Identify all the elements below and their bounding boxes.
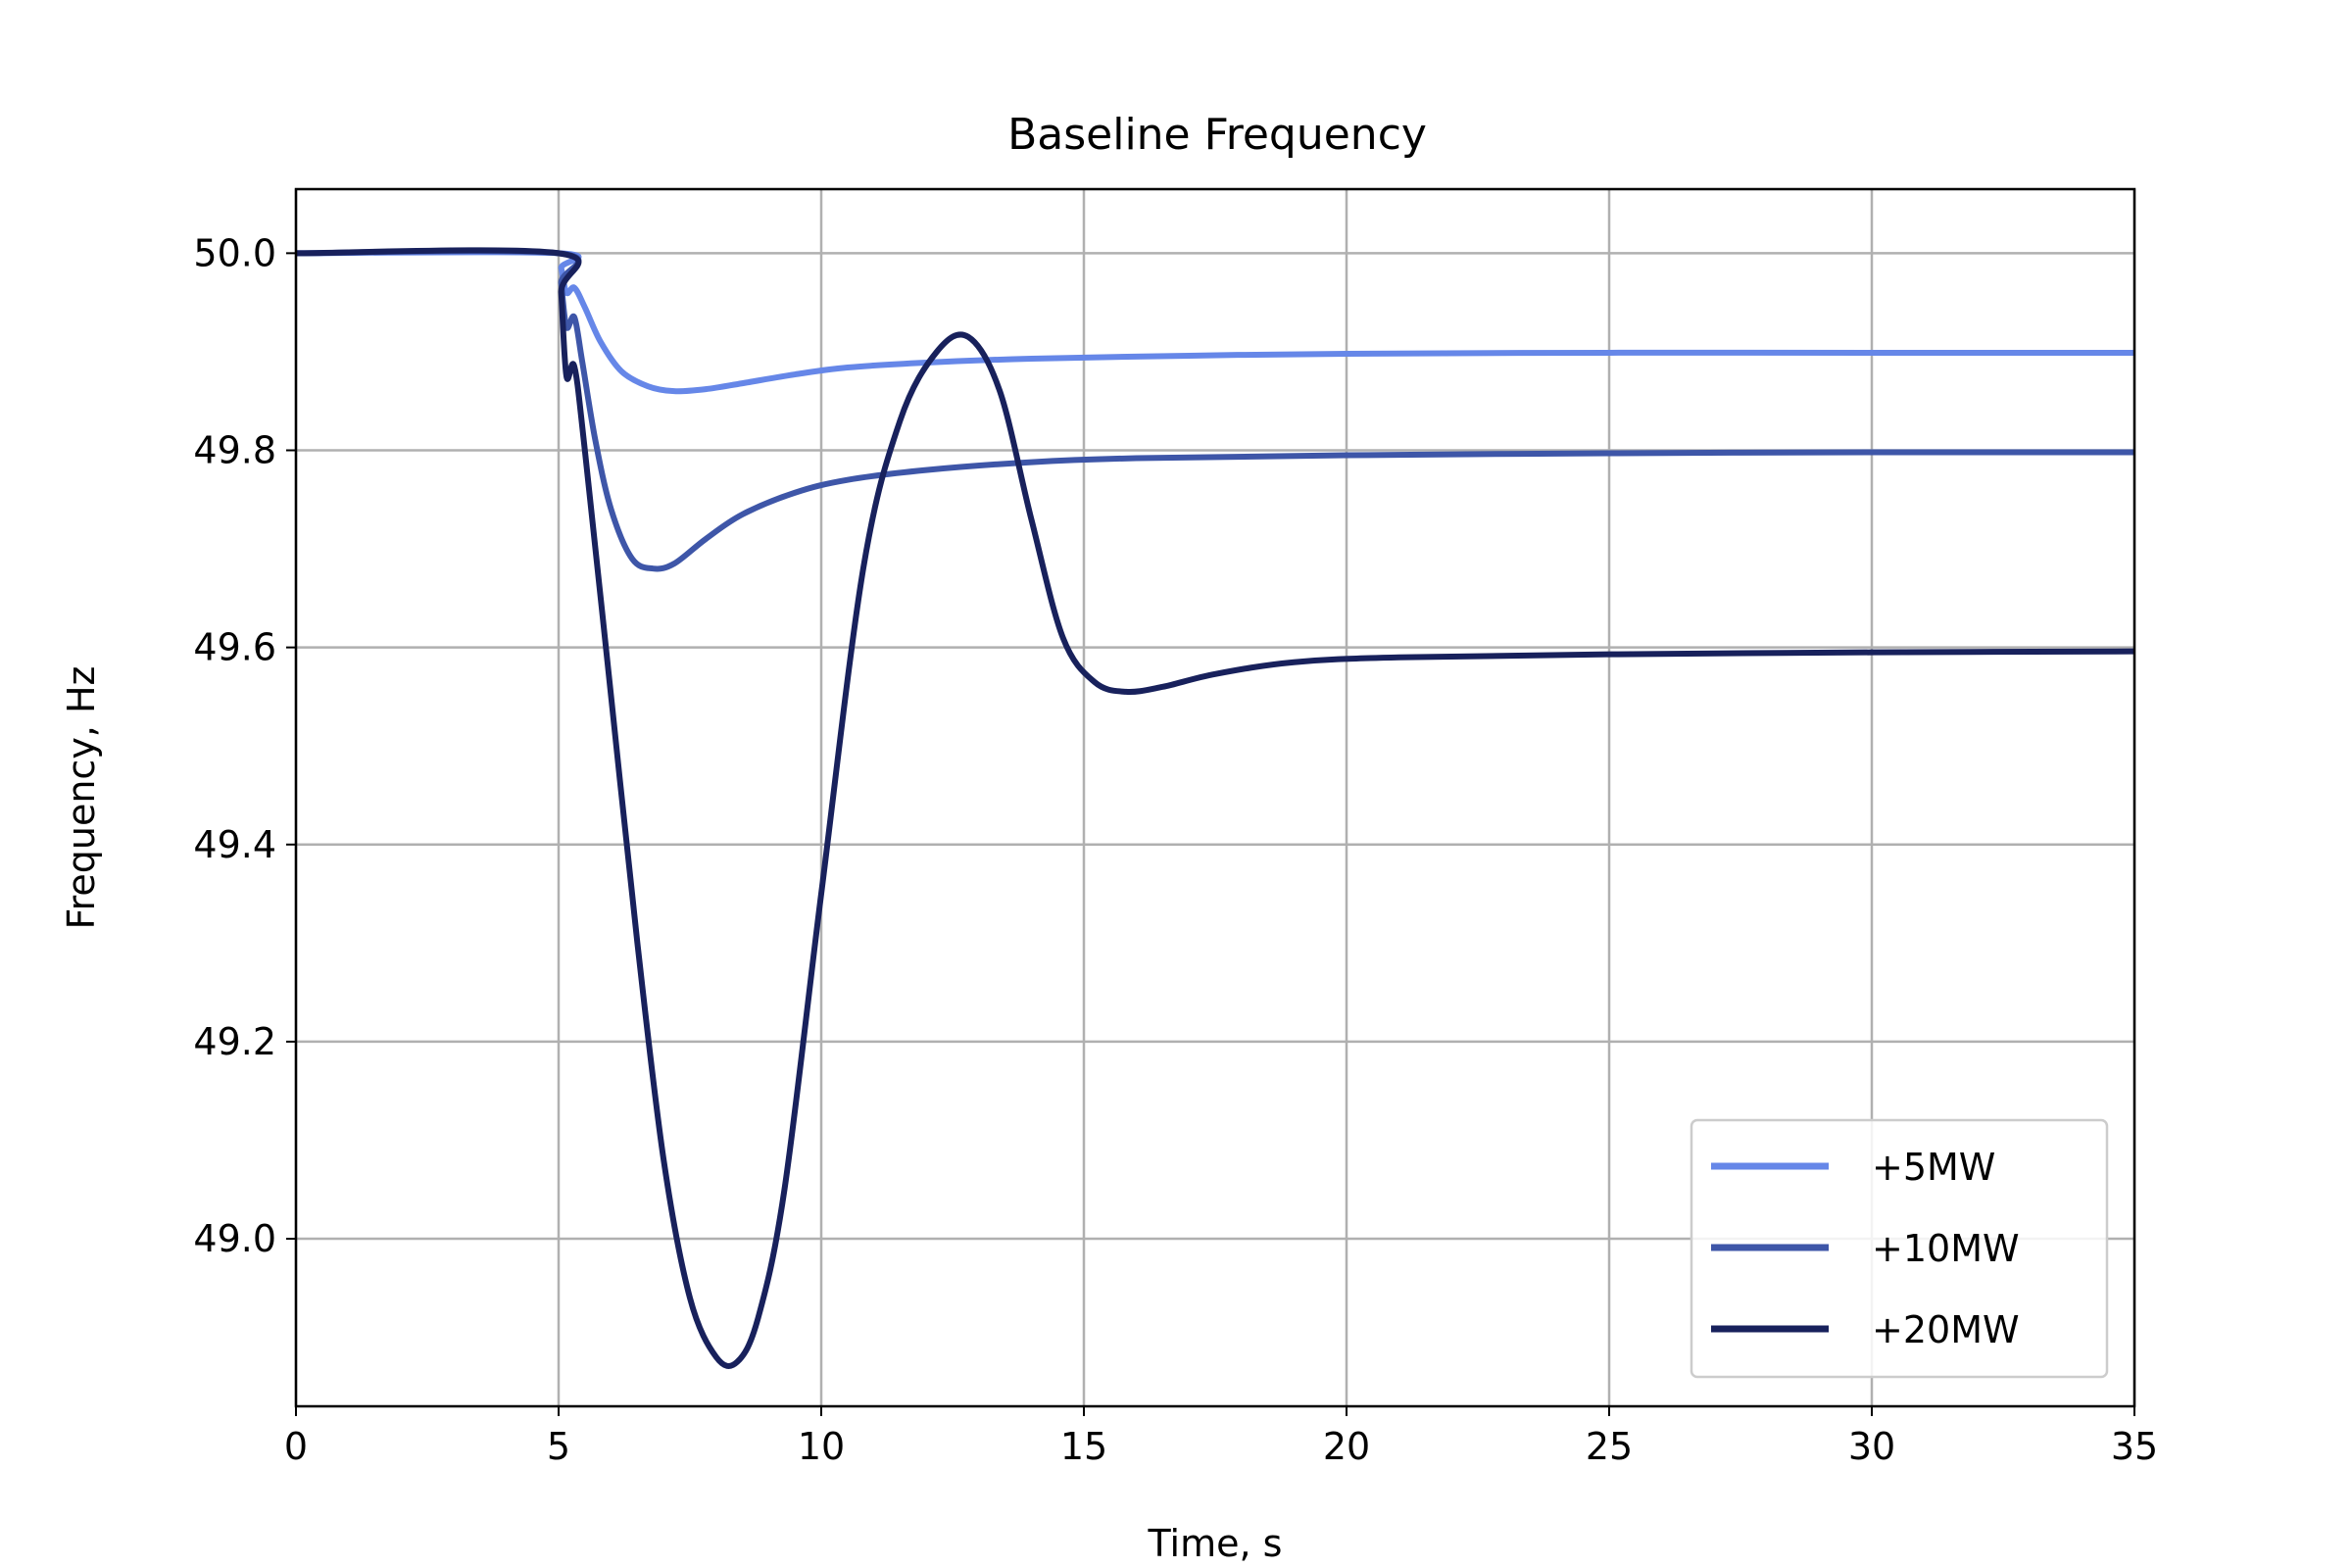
y-tick-label: 49.6 <box>193 626 276 669</box>
x-tick-label: 5 <box>547 1425 570 1468</box>
y-tick-label: 50.0 <box>193 231 276 274</box>
series-line-1 <box>296 249 2134 395</box>
x-tick-label: 25 <box>1586 1425 1633 1468</box>
y-tick-label: 49.4 <box>193 823 276 866</box>
x-tick-label: 0 <box>284 1425 308 1468</box>
x-tick-label: 30 <box>1848 1425 1895 1468</box>
legend: +5MW +10MW +20MW <box>1690 1118 2109 1379</box>
y-axis-label: Frequency, Hz <box>60 666 103 930</box>
y-tick-label: 49.8 <box>193 429 276 472</box>
legend-label: +10MW <box>1872 1227 2020 1270</box>
y-tick-label: 49.0 <box>193 1217 276 1260</box>
x-tick-label: 20 <box>1323 1425 1370 1468</box>
series-line-2 <box>296 248 2134 572</box>
chart-title: Baseline Frequency <box>1007 110 1427 160</box>
legend-label: +20MW <box>1872 1308 2020 1351</box>
x-tick-label: 10 <box>798 1425 845 1468</box>
legend-label: +5MW <box>1872 1146 1995 1189</box>
y-tick-label: 49.2 <box>193 1020 276 1063</box>
series-line-3 <box>296 247 2134 1369</box>
legend-box <box>1690 1118 2109 1379</box>
x-tick-label: 35 <box>2111 1425 2158 1468</box>
plot-frame <box>294 187 2136 1408</box>
series-layer <box>296 247 2134 1369</box>
ticks: 0 5 10 15 20 25 30 35 49.0 49.2 49.4 49.6 49.8 50.0 <box>193 231 2158 1468</box>
x-axis-label: Time, s <box>1148 1522 1283 1565</box>
x-tick-label: 15 <box>1060 1425 1107 1468</box>
